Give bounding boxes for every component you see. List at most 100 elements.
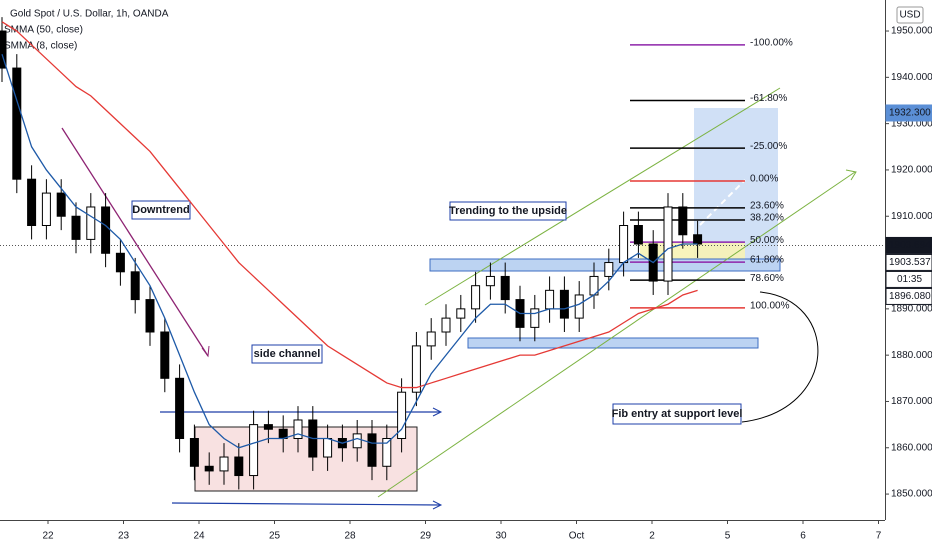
candle-body (86, 206, 96, 240)
annotation: Downtrend (132, 204, 189, 216)
annotations: Downtrend side channel Trending to the u… (131, 200, 742, 425)
candle-body (545, 289, 555, 310)
candle-body (0, 30, 7, 69)
annotation-box (251, 344, 323, 364)
fib-label: 50.00% (750, 235, 784, 246)
candle-body (559, 289, 569, 319)
candle-body (41, 192, 51, 227)
candle-body (693, 234, 703, 245)
indicator-label: SMMA (50, close) (4, 25, 83, 36)
candle-body (633, 225, 643, 245)
candle-body (530, 308, 540, 328)
candle-body (101, 206, 111, 254)
x-tick-label: 25 (269, 531, 281, 542)
candle-body (234, 456, 244, 477)
candle-body (145, 299, 155, 333)
annotation-box (131, 200, 191, 220)
currency-box[interactable] (896, 6, 924, 24)
candle-body (382, 438, 392, 467)
price-tag (885, 253, 932, 271)
x-tick-label: 30 (495, 531, 507, 542)
candle-body (263, 424, 273, 430)
fib-label: 23.60% (750, 201, 784, 212)
annotation-box (612, 403, 742, 425)
projection (699, 179, 746, 226)
candle-body (71, 215, 81, 240)
x-tick-label: Oct (569, 531, 585, 542)
downtrend-line (61, 127, 209, 357)
smma-line (1, 53, 698, 449)
candle-body (27, 178, 37, 227)
candle-body (367, 433, 377, 467)
y-tick-label: 1870.000 (891, 396, 932, 407)
y-tick-label: 1860.000 (891, 442, 932, 453)
curved-arrow (741, 291, 819, 423)
candle-body (500, 275, 510, 301)
y-tick-label: 1910.000 (891, 211, 932, 222)
arrow-head (432, 500, 443, 510)
candle-body (323, 438, 333, 458)
x-tick-label: 22 (42, 531, 54, 542)
countdown-box (885, 270, 932, 288)
candle-body (574, 294, 584, 319)
channel-line (171, 502, 441, 506)
candle-body (352, 433, 362, 449)
fib-label: 100.00% (750, 301, 790, 312)
candle-body (249, 424, 259, 477)
candle-body (619, 225, 629, 264)
y-tick-label: 1880.000 (891, 350, 932, 361)
trend-channel (424, 87, 781, 306)
candle-body (456, 308, 466, 319)
candle-body (397, 391, 407, 440)
y-tick-label: 1890.000 (891, 303, 932, 314)
arrow-head (432, 407, 443, 417)
candle-body (219, 456, 229, 472)
candle-body (175, 377, 185, 440)
price-tag (885, 236, 932, 254)
y-tick-label: 1950.000 (891, 26, 932, 37)
candle-body (12, 67, 22, 180)
candle-body (115, 252, 125, 273)
price-tag-label: 1903.537 (889, 257, 931, 268)
fib-label: -100.00% (750, 38, 793, 49)
price-tag-label: 1903.694 (889, 240, 931, 251)
candle-body (441, 317, 451, 333)
candle-body (678, 206, 688, 236)
fib-label: 0.00% (750, 174, 778, 185)
target-box (694, 108, 778, 262)
fib-label: 61.80% (750, 255, 784, 266)
title: Gold Spot / U.S. Dollar, 1h, OANDA (10, 9, 169, 20)
candle-body (663, 206, 673, 282)
price-tag-label: 1932.300 (889, 108, 931, 119)
price-tag-label: 1896.080 (889, 291, 931, 302)
trend-channel (377, 171, 856, 498)
y-tick-label: 1940.000 (891, 72, 932, 83)
price-tag (885, 287, 932, 305)
x-tick-label: 23 (118, 531, 130, 542)
x-tick-label: 6 (800, 531, 806, 542)
x-tick-label: 24 (193, 531, 205, 542)
x-tick-label: 7 (876, 531, 882, 542)
price-tag (885, 104, 932, 122)
candle-body (471, 285, 481, 310)
candle-body (130, 271, 140, 301)
fib-label: -25.00% (750, 141, 787, 152)
candle-body (411, 345, 421, 393)
candle-body (56, 192, 66, 217)
fib-label: 38.20% (750, 213, 784, 224)
fib-label: -61.80% (750, 93, 787, 104)
x-tick-label: 5 (725, 531, 731, 542)
annotation: side channel (254, 348, 321, 360)
arrow-head (845, 169, 857, 181)
smma-line (1, 21, 698, 389)
y-tick-label: 1930.000 (891, 118, 932, 129)
candle-body (204, 465, 214, 472)
support-zone (467, 337, 759, 349)
y-tick-label: 1920.000 (891, 165, 932, 176)
x-tick-label: 2 (649, 531, 655, 542)
candle-body (160, 331, 170, 379)
annotation: Trending to the upside (449, 205, 567, 217)
countdown: 01:35 (897, 274, 922, 285)
